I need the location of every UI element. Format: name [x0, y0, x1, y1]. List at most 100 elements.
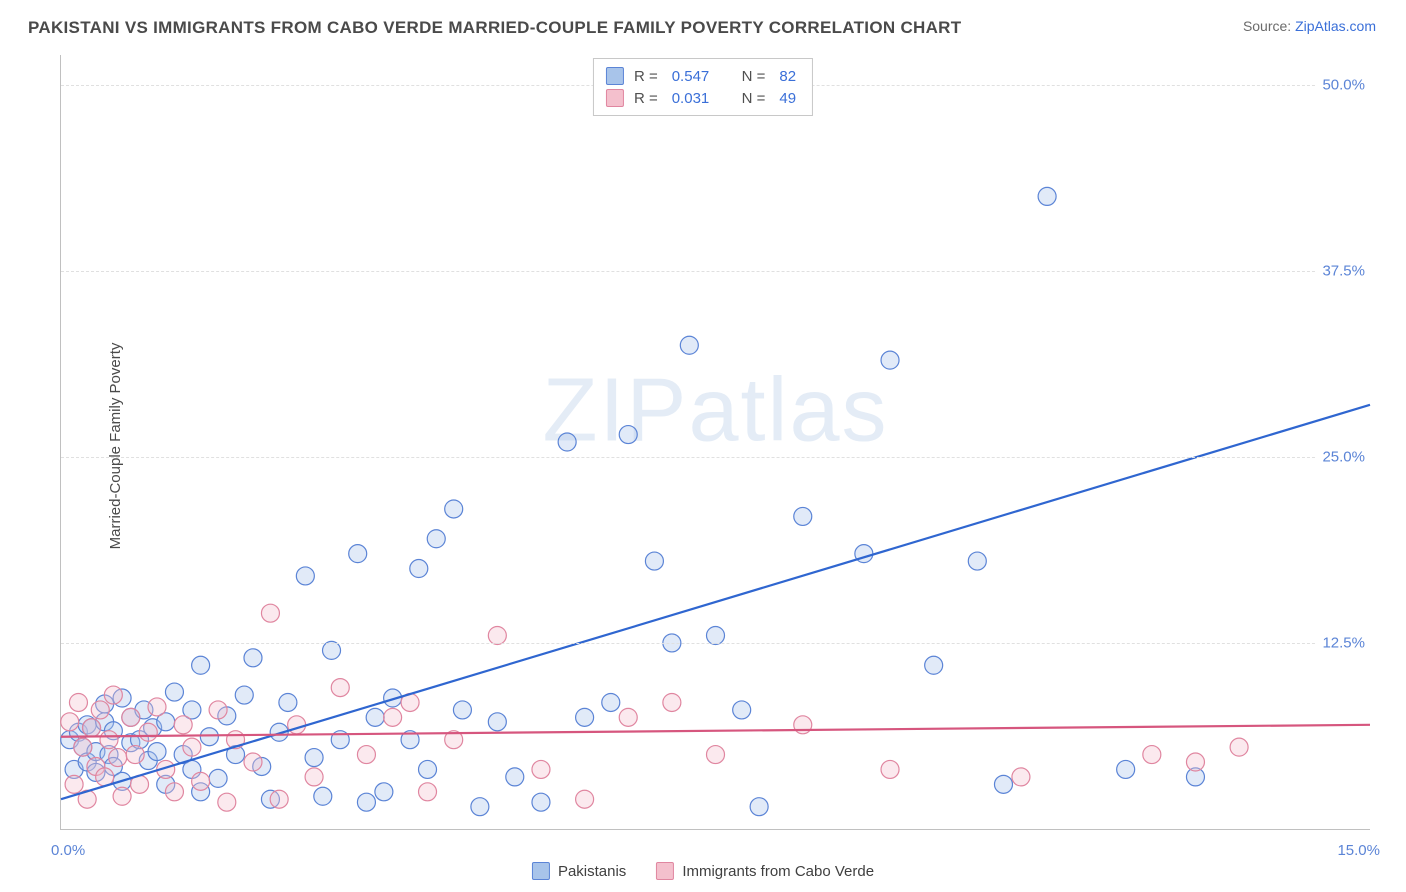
- data-point: [314, 787, 332, 805]
- data-point: [148, 743, 166, 761]
- data-point: [331, 679, 349, 697]
- y-tick-label: 25.0%: [1316, 446, 1371, 467]
- r-value: 0.031: [672, 90, 710, 107]
- data-point: [532, 760, 550, 778]
- data-point: [794, 507, 812, 525]
- series-name: Pakistanis: [558, 863, 626, 880]
- gridline: [61, 271, 1370, 272]
- data-point: [506, 768, 524, 786]
- data-point: [122, 708, 140, 726]
- data-point: [410, 560, 428, 578]
- data-point: [209, 701, 227, 719]
- data-point: [680, 336, 698, 354]
- legend-row: R =0.547 N =82: [606, 65, 800, 87]
- data-point: [1186, 753, 1204, 771]
- data-point: [148, 698, 166, 716]
- plot-area: ZIPatlas 0.0% 15.0% 12.5%25.0%37.5%50.0%: [60, 55, 1370, 830]
- legend-swatch: [656, 862, 674, 880]
- data-point: [576, 790, 594, 808]
- data-point: [305, 749, 323, 767]
- data-point: [619, 708, 637, 726]
- data-point: [61, 713, 79, 731]
- data-point: [663, 693, 681, 711]
- data-point: [925, 656, 943, 674]
- data-point: [139, 723, 157, 741]
- data-point: [270, 790, 288, 808]
- regression-line: [61, 405, 1370, 799]
- data-point: [218, 793, 236, 811]
- data-point: [109, 749, 127, 767]
- data-point: [209, 769, 227, 787]
- data-point: [968, 552, 986, 570]
- data-point: [576, 708, 594, 726]
- data-point: [165, 783, 183, 801]
- data-point: [558, 433, 576, 451]
- source-label: Source:: [1243, 18, 1291, 34]
- y-tick-label: 50.0%: [1316, 74, 1371, 95]
- series-legend-item: Pakistanis: [532, 862, 626, 880]
- data-point: [113, 787, 131, 805]
- source-link[interactable]: ZipAtlas.com: [1295, 18, 1376, 34]
- data-point: [192, 656, 210, 674]
- data-point: [881, 351, 899, 369]
- data-point: [65, 775, 83, 793]
- data-point: [733, 701, 751, 719]
- data-point: [244, 649, 262, 667]
- data-point: [74, 738, 92, 756]
- data-point: [261, 604, 279, 622]
- data-point: [104, 686, 122, 704]
- data-point: [1143, 746, 1161, 764]
- legend-swatch: [532, 862, 550, 880]
- data-point: [305, 768, 323, 786]
- data-point: [69, 693, 87, 711]
- data-point: [323, 641, 341, 659]
- data-point: [707, 627, 725, 645]
- data-point: [279, 693, 297, 711]
- n-label: N =: [742, 68, 766, 85]
- data-point: [200, 728, 218, 746]
- source-attribution: Source: ZipAtlas.com: [1243, 18, 1376, 34]
- data-point: [427, 530, 445, 548]
- data-point: [83, 719, 101, 737]
- r-label: R =: [634, 68, 658, 85]
- n-value: 82: [779, 68, 796, 85]
- data-point: [471, 798, 489, 816]
- data-point: [366, 708, 384, 726]
- r-label: R =: [634, 90, 658, 107]
- data-point: [419, 760, 437, 778]
- data-point: [91, 701, 109, 719]
- data-point: [1117, 760, 1135, 778]
- data-point: [488, 713, 506, 731]
- data-point: [296, 567, 314, 585]
- data-point: [1230, 738, 1248, 756]
- data-point: [165, 683, 183, 701]
- data-point: [602, 693, 620, 711]
- data-point: [707, 746, 725, 764]
- series-legend-item: Immigrants from Cabo Verde: [656, 862, 874, 880]
- y-tick-label: 37.5%: [1316, 260, 1371, 281]
- y-tick-label: 12.5%: [1316, 632, 1371, 653]
- data-point: [645, 552, 663, 570]
- data-point: [532, 793, 550, 811]
- data-point: [445, 500, 463, 518]
- n-value: 49: [779, 90, 796, 107]
- data-point: [126, 746, 144, 764]
- data-point: [881, 760, 899, 778]
- x-tick-max: 15.0%: [1337, 842, 1380, 859]
- n-label: N =: [742, 90, 766, 107]
- data-point: [349, 545, 367, 563]
- correlation-legend: R =0.547 N =82R =0.031 N =49: [593, 58, 813, 116]
- data-point: [419, 783, 437, 801]
- data-point: [1038, 187, 1056, 205]
- data-point: [453, 701, 471, 719]
- data-point: [357, 746, 375, 764]
- data-point: [384, 708, 402, 726]
- regression-line: [61, 725, 1370, 737]
- data-point: [100, 731, 118, 749]
- data-point: [235, 686, 253, 704]
- gridline: [61, 457, 1370, 458]
- gridline: [61, 643, 1370, 644]
- data-point: [1012, 768, 1030, 786]
- legend-row: R = 0.031 N = 49: [606, 87, 800, 109]
- data-point: [375, 783, 393, 801]
